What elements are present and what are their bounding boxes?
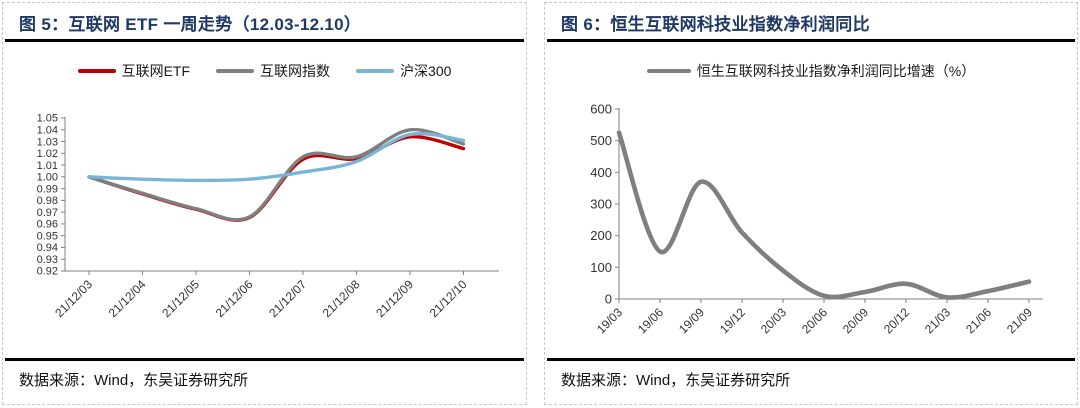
x-axis-label: 21/12/07 [266, 277, 309, 320]
source-divider [5, 358, 524, 361]
y-axis-label: 0.94 [37, 242, 58, 254]
x-axis-label: 21/12/03 [52, 277, 95, 320]
y-axis-label: 1.04 [37, 125, 58, 137]
x-axis-label: 21/12/04 [106, 277, 149, 320]
y-axis-label: 1.02 [37, 148, 58, 160]
series-line-互联网指数 [87, 127, 466, 222]
figure-5-legend: 互联网ETF 互联网指数 沪深300 [3, 61, 526, 81]
title-divider [5, 39, 524, 42]
x-axis-label: 21/12/09 [373, 277, 416, 320]
figure-5-source: 数据来源：Wind，东吴证券研究所 [19, 372, 249, 389]
y-axis-label: 600 [590, 101, 612, 116]
figure-6-source: 数据来源：Wind，东吴证券研究所 [561, 372, 791, 389]
figure-5-panel: 图 5：互联网 ETF 一周走势（12.03-12.10） 互联网ETF 互联网指… [2, 2, 527, 405]
y-axis-label: 500 [590, 133, 612, 148]
x-axis-label: 20/09 [840, 305, 871, 336]
title-divider [547, 39, 1075, 42]
x-axis-label: 21/09 [1004, 305, 1035, 336]
y-axis-label: 1.00 [37, 172, 58, 184]
x-axis-label: 20/03 [758, 305, 789, 336]
y-axis-label: 100 [590, 260, 612, 275]
x-axis-label: 21/12/08 [320, 277, 363, 320]
y-axis-label: 200 [590, 228, 612, 243]
y-axis-label: 0.92 [37, 266, 58, 278]
legend-label: 互联网ETF [121, 63, 191, 79]
legend-line-swatch [646, 69, 691, 73]
legend-line-swatch [356, 69, 395, 73]
figure-6-panel: 图 6：恒生互联网科技业指数净利润同比 恒生互联网科技业指数净利润同比增速（%）… [544, 2, 1078, 405]
y-axis-label: 1.01 [37, 160, 58, 172]
x-axis-label: 21/12/06 [213, 277, 256, 320]
axes: 0 100 200 300 400 500 600 19/03 19/06 19/09 19/12 2… [590, 101, 1043, 336]
legend-item: 互联网指数 [216, 61, 330, 81]
x-axis-label: 19/03 [594, 305, 625, 336]
axes: 0.920.930.940.950.960.970.980.991.001.01… [37, 113, 499, 320]
legend-item: 恒生互联网科技业指数净利润同比增速（%） [646, 61, 976, 81]
figure-6-line-chart: 0 100 200 300 400 500 600 19/03 19/06 19/09 19/12 2… [590, 101, 1043, 336]
y-axis-label: 0 [605, 291, 612, 306]
source-divider [547, 358, 1075, 361]
y-axis-label: 1.05 [37, 113, 58, 125]
y-axis-label: 0.97 [37, 207, 58, 219]
y-axis-label: 300 [590, 196, 612, 211]
legend-label: 沪深300 [400, 63, 452, 79]
x-axis-label: 21/12/05 [159, 277, 202, 320]
y-axis-label: 0.95 [37, 230, 58, 242]
x-axis-label: 21/03 [922, 305, 953, 336]
x-axis-label: 19/06 [635, 305, 666, 336]
x-axis-label: 21/12/10 [427, 277, 470, 320]
legend-line-swatch [216, 69, 255, 73]
y-axis-label: 0.98 [37, 195, 58, 207]
legend-label: 恒生互联网科技业指数净利润同比增速（%） [696, 63, 976, 79]
x-axis-label: 19/12 [717, 305, 748, 336]
x-axis-label: 21/06 [963, 305, 994, 336]
x-axis-label: 20/06 [799, 305, 830, 336]
y-axis-label: 0.93 [37, 254, 58, 266]
y-axis-label: 0.99 [37, 183, 58, 195]
legend-label: 互联网指数 [260, 63, 331, 79]
figure-6-legend: 恒生互联网科技业指数净利润同比增速（%） [545, 61, 1077, 81]
y-axis-label: 400 [590, 165, 612, 180]
figure-5-title: 图 5：互联网 ETF 一周走势（12.03-12.10） [19, 15, 362, 34]
x-axis-label: 20/12 [881, 305, 912, 336]
legend-line-swatch [77, 69, 116, 73]
series-line-恒生互联网科技业指数净利润同比增速（%） [616, 130, 1032, 300]
figure-5-line-chart: 0.920.930.940.950.960.970.980.991.001.01… [37, 113, 499, 320]
y-axis-label: 0.96 [37, 219, 58, 231]
x-axis-label: 19/09 [676, 305, 707, 336]
figure-6-title: 图 6：恒生互联网科技业指数净利润同比 [561, 15, 870, 34]
y-axis-label: 1.03 [37, 136, 58, 148]
legend-item: 沪深300 [356, 61, 451, 81]
legend-item: 互联网ETF [77, 61, 191, 81]
series-line-沪深300 [87, 131, 466, 183]
